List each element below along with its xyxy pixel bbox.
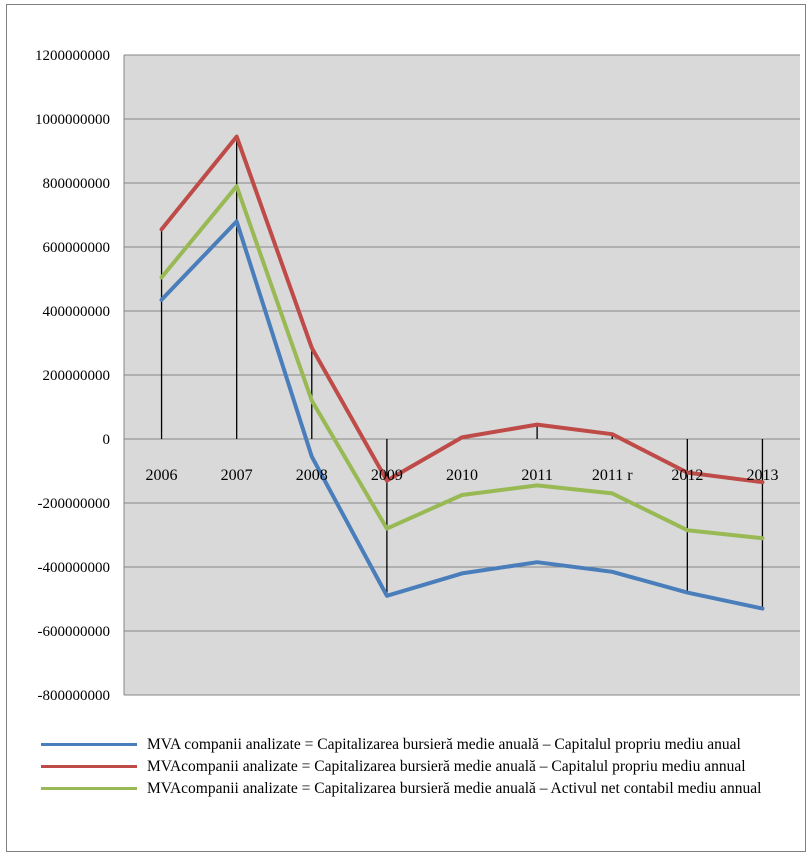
x-category-label: 2013 (746, 467, 778, 484)
y-tick-label: -400000000 (38, 560, 111, 576)
y-tick-label: -800000000 (38, 688, 111, 704)
x-category-label: 2008 (296, 467, 328, 484)
legend: MVA companii analizate = Capitalizarea b… (41, 735, 801, 801)
legend-item-series-1: MVA companii analizate = Capitalizarea b… (41, 735, 801, 754)
line-chart: 1200000000 1000000000 800000000 600000000 40… (35, 48, 800, 704)
y-tick-label: 1200000000 (35, 48, 110, 64)
y-tick-label: 200000000 (43, 368, 111, 384)
legend-swatch-series-3 (41, 787, 137, 790)
chart-frame: 1200000000 1000000000 800000000 600000000 40… (6, 4, 806, 852)
series-line-1 (159, 219, 765, 611)
legend-label-series-3: MVAcompanii analizate = Capitalizarea bu… (147, 780, 762, 797)
y-tick-label: 400000000 (43, 304, 111, 320)
x-category-label: 2006 (146, 467, 178, 484)
y-tick-label: 800000000 (43, 176, 111, 192)
x-category-label: 2011 r (592, 467, 633, 484)
y-tick-label: -600000000 (38, 624, 111, 640)
legend-label-series-2: MVAcompanii analizate = Capitalizarea bu… (147, 758, 746, 775)
series-line-3 (159, 184, 765, 541)
legend-label-series-1: MVA companii analizate = Capitalizarea b… (147, 736, 741, 753)
x-category-label: 2011 (521, 467, 552, 484)
series-line-2 (159, 134, 765, 485)
legend-swatch-series-2 (41, 765, 137, 768)
legend-item-series-2: MVAcompanii analizate = Capitalizarea bu… (41, 757, 801, 776)
x-category-label: 2010 (446, 467, 478, 484)
y-tick-label: 1000000000 (35, 112, 110, 128)
x-category-label: 2007 (221, 467, 253, 484)
y-tick-label: -200000000 (38, 496, 111, 512)
legend-item-series-3: MVAcompanii analizate = Capitalizarea bu… (41, 779, 801, 798)
y-tick-label: 600000000 (43, 240, 111, 256)
legend-swatch-series-1 (41, 743, 137, 746)
x-category-label: 2009 (371, 467, 403, 484)
x-category-label: 2012 (671, 467, 703, 484)
y-tick-label: 0 (103, 432, 111, 448)
